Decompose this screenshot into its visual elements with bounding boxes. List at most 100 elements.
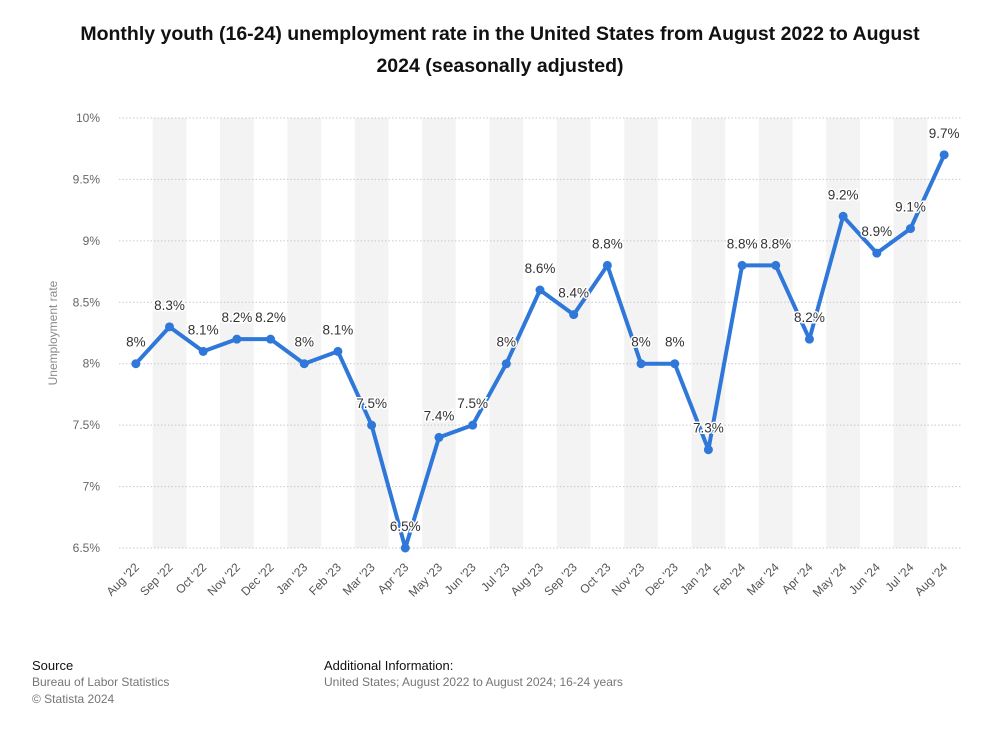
x-tick-label: Aug '23 — [508, 560, 547, 599]
data-point — [703, 445, 713, 455]
data-point — [602, 260, 612, 270]
data-label: 8% — [631, 335, 651, 350]
source-block: Source Bureau of Labor Statistics © Stat… — [32, 657, 169, 708]
data-label: 8.3% — [154, 298, 185, 313]
data-point — [535, 285, 545, 295]
data-label: 8% — [497, 335, 517, 350]
x-tick-label: Feb '24 — [710, 560, 748, 598]
background-band — [152, 118, 187, 548]
source-name: Bureau of Labor Statistics — [32, 675, 170, 689]
background-band — [220, 118, 254, 548]
data-point — [299, 359, 309, 369]
data-label: 8.2% — [794, 310, 825, 325]
data-label: 7.3% — [693, 421, 724, 436]
x-tick-label: Oct '22 — [173, 560, 210, 597]
x-tick-label: Feb '23 — [306, 560, 344, 598]
source-heading: Source — [32, 658, 74, 673]
x-tick-label: May '23 — [406, 560, 446, 600]
data-label: 7.5% — [457, 396, 488, 411]
y-tick-label: 6.5% — [73, 541, 101, 555]
data-point — [771, 260, 781, 270]
data-label: 8.6% — [525, 261, 556, 276]
data-label: 9.2% — [828, 187, 859, 202]
x-tick-label: Sep '23 — [541, 560, 580, 599]
data-point — [434, 432, 444, 442]
data-point — [165, 322, 175, 332]
data-label: 8% — [665, 335, 685, 350]
background-band — [489, 118, 524, 548]
info-heading: Additional Information: — [324, 658, 454, 673]
chart-title: Monthly youth (16-24) unemployment rate … — [80, 23, 920, 77]
y-tick-label: 9% — [83, 234, 101, 248]
data-label: 7.4% — [424, 408, 455, 423]
data-label: 8.2% — [255, 310, 286, 325]
data-label: 8.8% — [727, 236, 758, 251]
data-label: 8.1% — [323, 322, 354, 337]
data-point — [131, 359, 141, 369]
data-point — [501, 359, 511, 369]
data-point — [939, 150, 949, 160]
data-point — [198, 346, 208, 356]
x-tick-label: Oct '23 — [577, 560, 614, 597]
data-label: 8.4% — [558, 286, 589, 301]
data-label: 9.1% — [895, 200, 926, 215]
data-point — [838, 211, 848, 221]
x-tick-label: Jun '23 — [442, 560, 479, 597]
data-label: 8% — [294, 335, 314, 350]
x-tick-label: Aug '22 — [104, 560, 143, 599]
y-tick-label: 8% — [83, 357, 101, 371]
data-label: 7.5% — [356, 396, 387, 411]
data-label: 8.8% — [760, 236, 791, 251]
data-point — [670, 359, 680, 369]
x-tick-label: Jan '24 — [678, 560, 715, 597]
data-point — [232, 334, 242, 344]
x-tick-label: Aug '24 — [912, 560, 951, 599]
data-point — [804, 334, 814, 344]
background-band — [354, 118, 389, 548]
y-tick-label: 7% — [83, 480, 101, 494]
data-point — [636, 359, 646, 369]
data-point — [737, 260, 747, 270]
data-point — [333, 346, 343, 356]
x-tick-label: Dec '22 — [238, 560, 277, 599]
info-text: United States; August 2022 to August 202… — [324, 675, 623, 689]
data-label: 6.5% — [390, 519, 421, 534]
additional-info-block: Additional Information: United States; A… — [324, 657, 623, 691]
data-label: 9.7% — [929, 126, 960, 141]
background-band — [287, 118, 322, 548]
data-label: 8.2% — [221, 310, 252, 325]
data-point — [872, 248, 882, 258]
background-band — [826, 118, 860, 548]
data-label: 8% — [126, 335, 146, 350]
y-tick-label: 9.5% — [73, 172, 101, 186]
background-band — [758, 118, 793, 548]
x-tick-label: Nov '22 — [205, 560, 244, 599]
copyright: © Statista 2024 — [32, 692, 115, 706]
background-band — [893, 118, 928, 548]
data-point — [400, 543, 410, 553]
x-tick-label: Mar '23 — [340, 560, 378, 598]
x-tick-label: Nov '23 — [609, 560, 648, 599]
data-point — [468, 420, 478, 430]
data-label: 8.9% — [861, 224, 892, 239]
x-tick-label: Jun '24 — [846, 560, 883, 597]
y-tick-label: 10% — [76, 111, 100, 125]
y-tick-label: 8.5% — [73, 295, 101, 309]
x-tick-label: Mar '24 — [744, 560, 782, 598]
x-tick-label: Sep '22 — [137, 560, 176, 599]
x-tick-label: Jan '23 — [273, 560, 310, 597]
data-point — [367, 420, 377, 430]
data-point — [266, 334, 276, 344]
series-line — [133, 152, 947, 550]
x-tick-label: May '24 — [810, 560, 850, 600]
data-label: 8.1% — [188, 322, 219, 337]
data-label: 8.8% — [592, 236, 623, 251]
y-tick-label: 7.5% — [73, 418, 101, 432]
background-band — [691, 118, 726, 548]
data-point — [905, 224, 915, 234]
data-point — [569, 310, 579, 320]
background-band — [556, 118, 591, 548]
y-axis-title: Unemployment rate — [46, 280, 60, 385]
x-tick-label: Dec '23 — [642, 560, 681, 599]
